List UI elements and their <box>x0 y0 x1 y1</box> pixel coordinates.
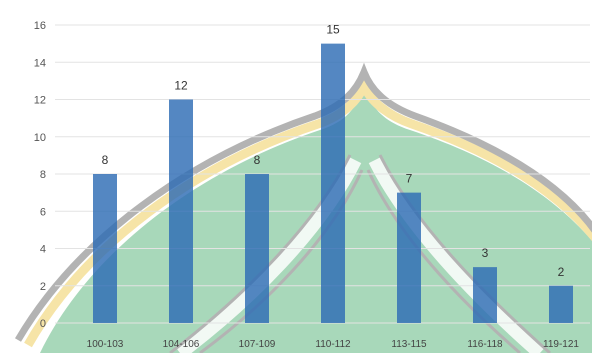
data-labels: 8 12 8 15 7 3 2 <box>102 23 565 279</box>
data-label: 15 <box>326 23 340 37</box>
y-tick-label: 8 <box>40 169 46 181</box>
data-label: 2 <box>558 265 565 279</box>
x-tick-label: 113-115 <box>391 339 427 350</box>
y-axis: 0 2 4 6 8 10 12 14 16 <box>34 20 46 330</box>
x-tick-label: 104-106 <box>163 339 200 350</box>
bar <box>397 192 421 323</box>
leaf-outline <box>14 62 592 342</box>
bar-series <box>93 43 573 323</box>
bar <box>93 174 117 323</box>
x-tick-label: 110-112 <box>315 339 351 350</box>
x-tick-label: 107-109 <box>239 339 276 350</box>
y-tick-label: 12 <box>34 95 46 107</box>
data-label: 3 <box>482 246 489 260</box>
bar <box>549 285 573 323</box>
y-tick-label: 16 <box>34 20 46 32</box>
data-label: 8 <box>254 153 261 167</box>
y-tick-label: 4 <box>40 244 46 256</box>
y-tick-label: 0 <box>40 318 46 330</box>
bar <box>245 174 269 323</box>
y-tick-label: 2 <box>40 281 46 293</box>
y-tick-label: 10 <box>34 132 46 144</box>
x-tick-label: 119-121 <box>543 339 579 350</box>
data-label: 8 <box>102 153 109 167</box>
x-tick-label: 116-118 <box>467 339 503 350</box>
x-axis: 100-103 104-106 107-109 110-112 113-115 116-1… <box>87 339 580 350</box>
y-tick-label: 6 <box>40 206 46 218</box>
data-label: 12 <box>174 79 188 93</box>
y-tick-label: 14 <box>34 57 46 69</box>
data-label: 7 <box>406 172 413 186</box>
x-tick-label: 100-103 <box>87 339 124 350</box>
leaf-yellow-band <box>24 74 592 348</box>
bar <box>169 99 193 323</box>
bar <box>473 267 497 323</box>
bar <box>321 43 345 323</box>
